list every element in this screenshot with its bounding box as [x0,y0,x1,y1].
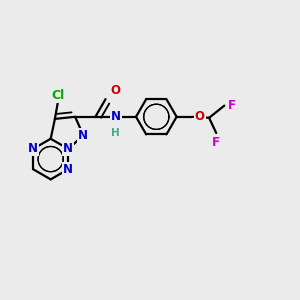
Text: F: F [228,99,236,112]
Text: N: N [63,163,73,176]
Text: N: N [28,142,38,155]
Text: O: O [195,110,205,123]
Text: F: F [212,136,220,149]
Text: N: N [78,129,88,142]
Text: N: N [63,142,73,155]
Text: H: H [111,128,120,138]
Text: Cl: Cl [51,89,64,102]
Text: O: O [110,84,120,97]
Text: N: N [111,110,121,123]
